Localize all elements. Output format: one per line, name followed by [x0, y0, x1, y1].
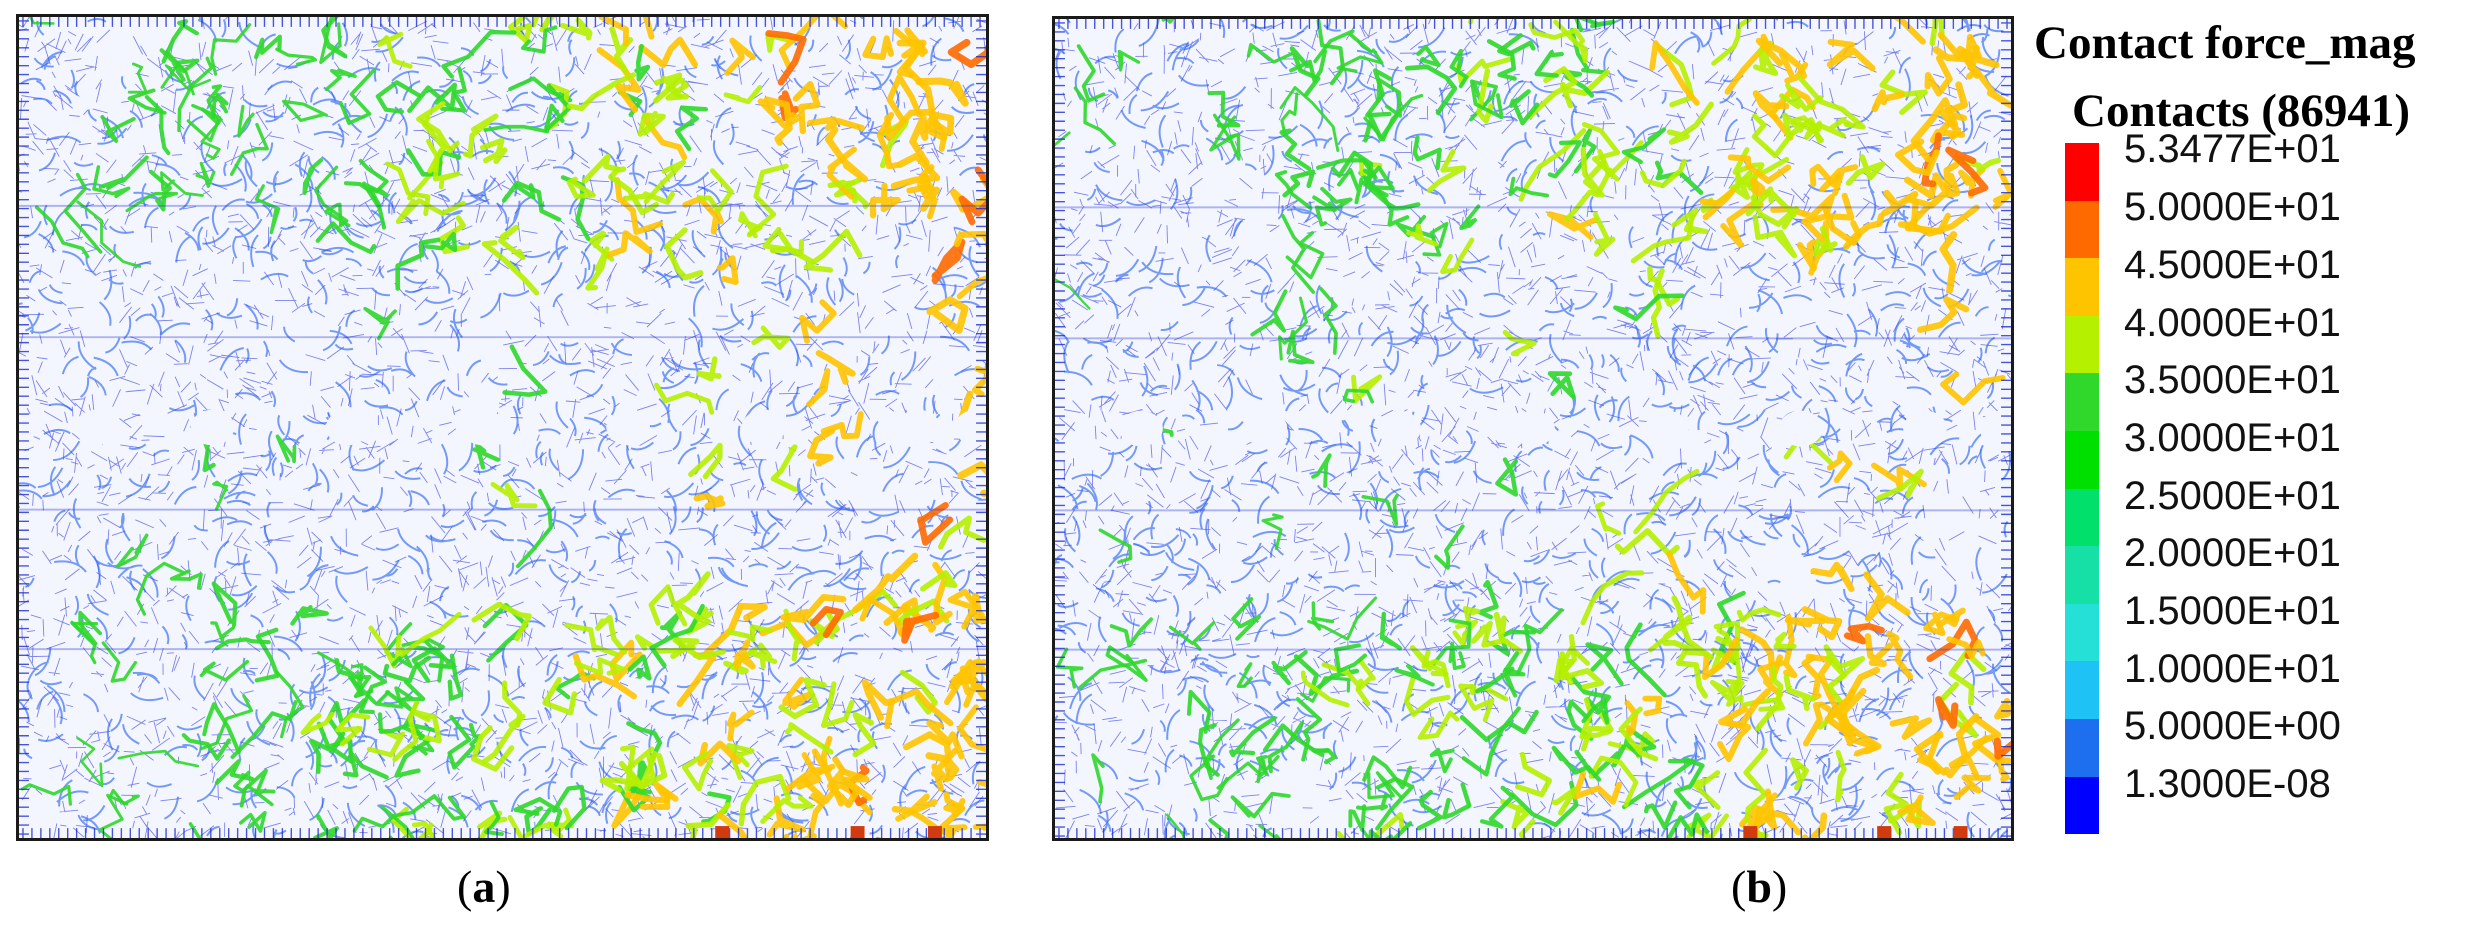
legend-label: 1.0000E+01	[2124, 647, 2341, 691]
contact-force-plot-a	[16, 14, 989, 841]
legend-swatch	[2065, 776, 2099, 835]
legend-swatch	[2065, 373, 2099, 431]
legend-swatch	[2065, 661, 2099, 719]
legend-swatch	[2065, 200, 2099, 259]
legend-label: 1.5000E+01	[2124, 589, 2341, 633]
legend-label: 2.0000E+01	[2124, 531, 2341, 575]
legend-swatch	[2065, 718, 2099, 777]
force-chain-network-b	[1055, 19, 2011, 838]
legend-swatch	[2065, 546, 2099, 604]
contact-force-plot-b	[1052, 16, 2014, 841]
legend-title: Contact force_mag	[2034, 17, 2416, 69]
force-chain-network-a	[19, 17, 986, 838]
legend-swatch	[2065, 603, 2099, 662]
legend-label: 3.0000E+01	[2124, 416, 2341, 460]
legend-label: 4.0000E+01	[2124, 301, 2341, 345]
caption-b: (b)	[1731, 861, 1788, 912]
legend-swatch	[2065, 143, 2099, 201]
legend-label: 5.0000E+01	[2124, 185, 2341, 229]
legend-label: 5.3477E+01	[2124, 127, 2341, 171]
caption-a: (a)	[457, 861, 511, 912]
legend-swatch	[2065, 430, 2099, 489]
legend-swatch	[2065, 488, 2099, 547]
legend-swatch	[2065, 315, 2099, 374]
legend-subtitle: Contacts (86941)	[2072, 85, 2411, 137]
legend-label: 5.0000E+00	[2124, 704, 2341, 748]
legend-label: 4.5000E+01	[2124, 243, 2341, 287]
legend-label: 2.5000E+01	[2124, 474, 2341, 518]
legend-label: 1.3000E-08	[2124, 762, 2331, 806]
legend-swatch	[2065, 258, 2099, 316]
legend-label: 3.5000E+01	[2124, 358, 2341, 402]
legend-color-bar	[2065, 143, 2099, 835]
